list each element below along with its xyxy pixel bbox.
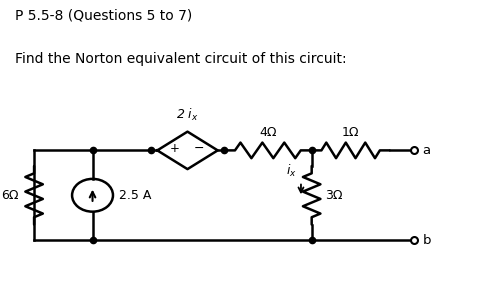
Text: 2.5 A: 2.5 A	[119, 189, 151, 202]
Text: 3Ω: 3Ω	[325, 189, 343, 202]
Text: P 5.5-8 (Questions 5 to 7): P 5.5-8 (Questions 5 to 7)	[15, 9, 192, 23]
Text: a: a	[423, 144, 431, 157]
Text: b: b	[423, 234, 431, 247]
Text: −: −	[194, 142, 204, 155]
Text: $i_x$: $i_x$	[286, 163, 297, 179]
Text: Find the Norton equivalent circuit of this circuit:: Find the Norton equivalent circuit of th…	[15, 52, 346, 66]
Text: 6Ω: 6Ω	[1, 189, 19, 202]
Text: 1Ω: 1Ω	[342, 127, 359, 139]
Text: +: +	[170, 142, 180, 155]
Text: 4Ω: 4Ω	[259, 127, 277, 139]
Text: 2 $i_x$: 2 $i_x$	[176, 107, 199, 123]
